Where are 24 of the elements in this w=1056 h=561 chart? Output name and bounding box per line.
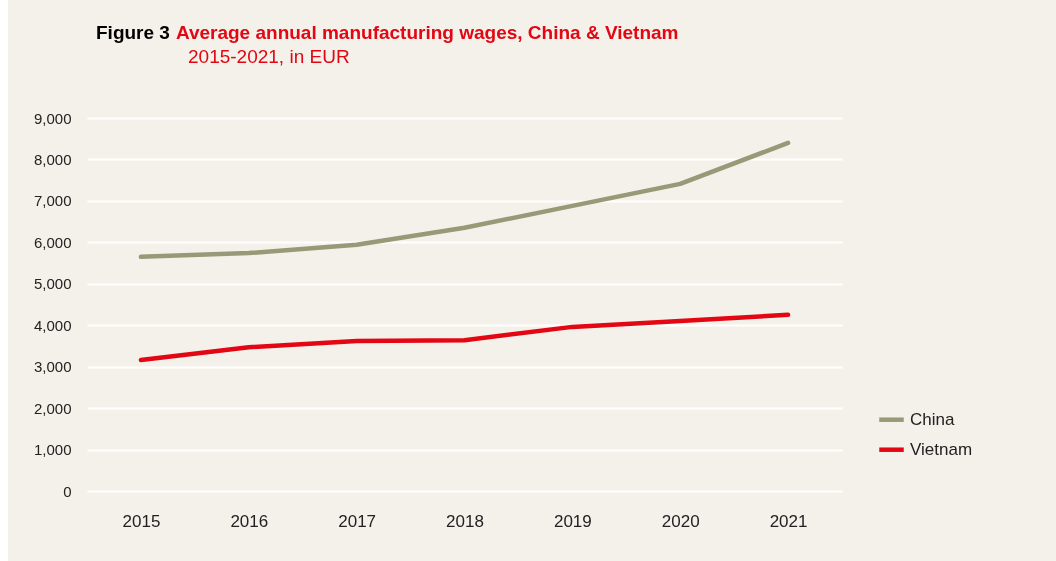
x-tick-label: 2015 <box>122 511 161 531</box>
line-series <box>138 312 791 363</box>
y-tick-label: 9,000 <box>33 109 72 127</box>
y-tick-label: 2,000 <box>33 399 72 417</box>
y-tick-label: 5,000 <box>33 275 72 293</box>
y-tick-label: 0 <box>63 482 72 500</box>
y-tick-label: 4,000 <box>33 316 72 334</box>
x-tick-label: 2021 <box>769 511 808 531</box>
y-tick-label: 1,000 <box>33 441 72 459</box>
legend-label: Vietnam <box>910 439 973 459</box>
chart-subtitle: 2015-2021, in EUR <box>188 46 351 68</box>
x-tick-label: 2020 <box>661 511 700 531</box>
x-tick-label: 2018 <box>446 511 484 531</box>
y-tick-label: 7,000 <box>33 192 72 210</box>
y-tick-label: 6,000 <box>33 233 72 251</box>
chart-title: Average annual manufacturing wages, China & Vietnam <box>175 22 679 43</box>
x-tick-label: 2019 <box>553 511 592 531</box>
x-tick-label: 2016 <box>230 511 269 531</box>
line-series <box>138 140 791 260</box>
x-tick-label: 2017 <box>338 511 377 531</box>
y-tick-label: 8,000 <box>33 150 72 168</box>
y-tick-label: 3,000 <box>33 358 72 376</box>
legend-label: China <box>910 409 955 429</box>
caption: Figure 3 <box>96 22 170 43</box>
